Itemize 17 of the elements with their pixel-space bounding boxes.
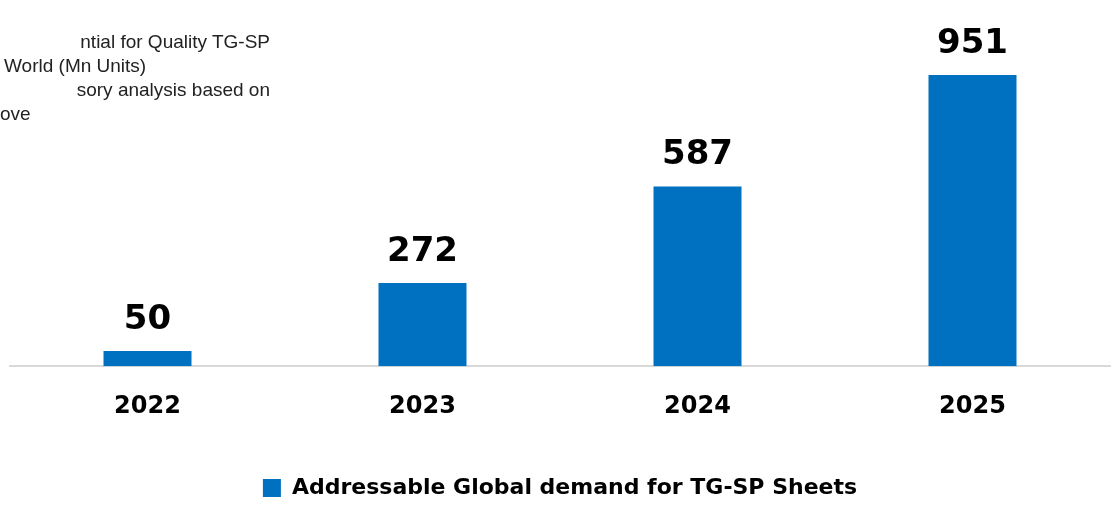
bar	[103, 350, 192, 367]
bar	[928, 75, 1017, 367]
bar	[378, 282, 467, 367]
x-tick-label: 2024	[664, 390, 731, 419]
legend-label: Addressable Global demand for TG-SP Sheets	[291, 473, 858, 499]
data-label: 951	[937, 20, 1008, 61]
x-tick-label: 2023	[389, 390, 456, 419]
text: ntial for Quality TG-SP	[79, 30, 270, 54]
x-tick-label: 2025	[939, 390, 1006, 419]
data-label: 587	[662, 132, 733, 173]
bar	[653, 186, 742, 367]
data-label: 50	[123, 296, 172, 337]
annotation: sory analysis based on	[75, 78, 270, 102]
annotation: ove	[0, 102, 32, 126]
x-tick-label: 2022	[114, 390, 181, 419]
data-label: 272	[387, 228, 458, 269]
annotation: World (Mn Units)	[3, 54, 148, 78]
